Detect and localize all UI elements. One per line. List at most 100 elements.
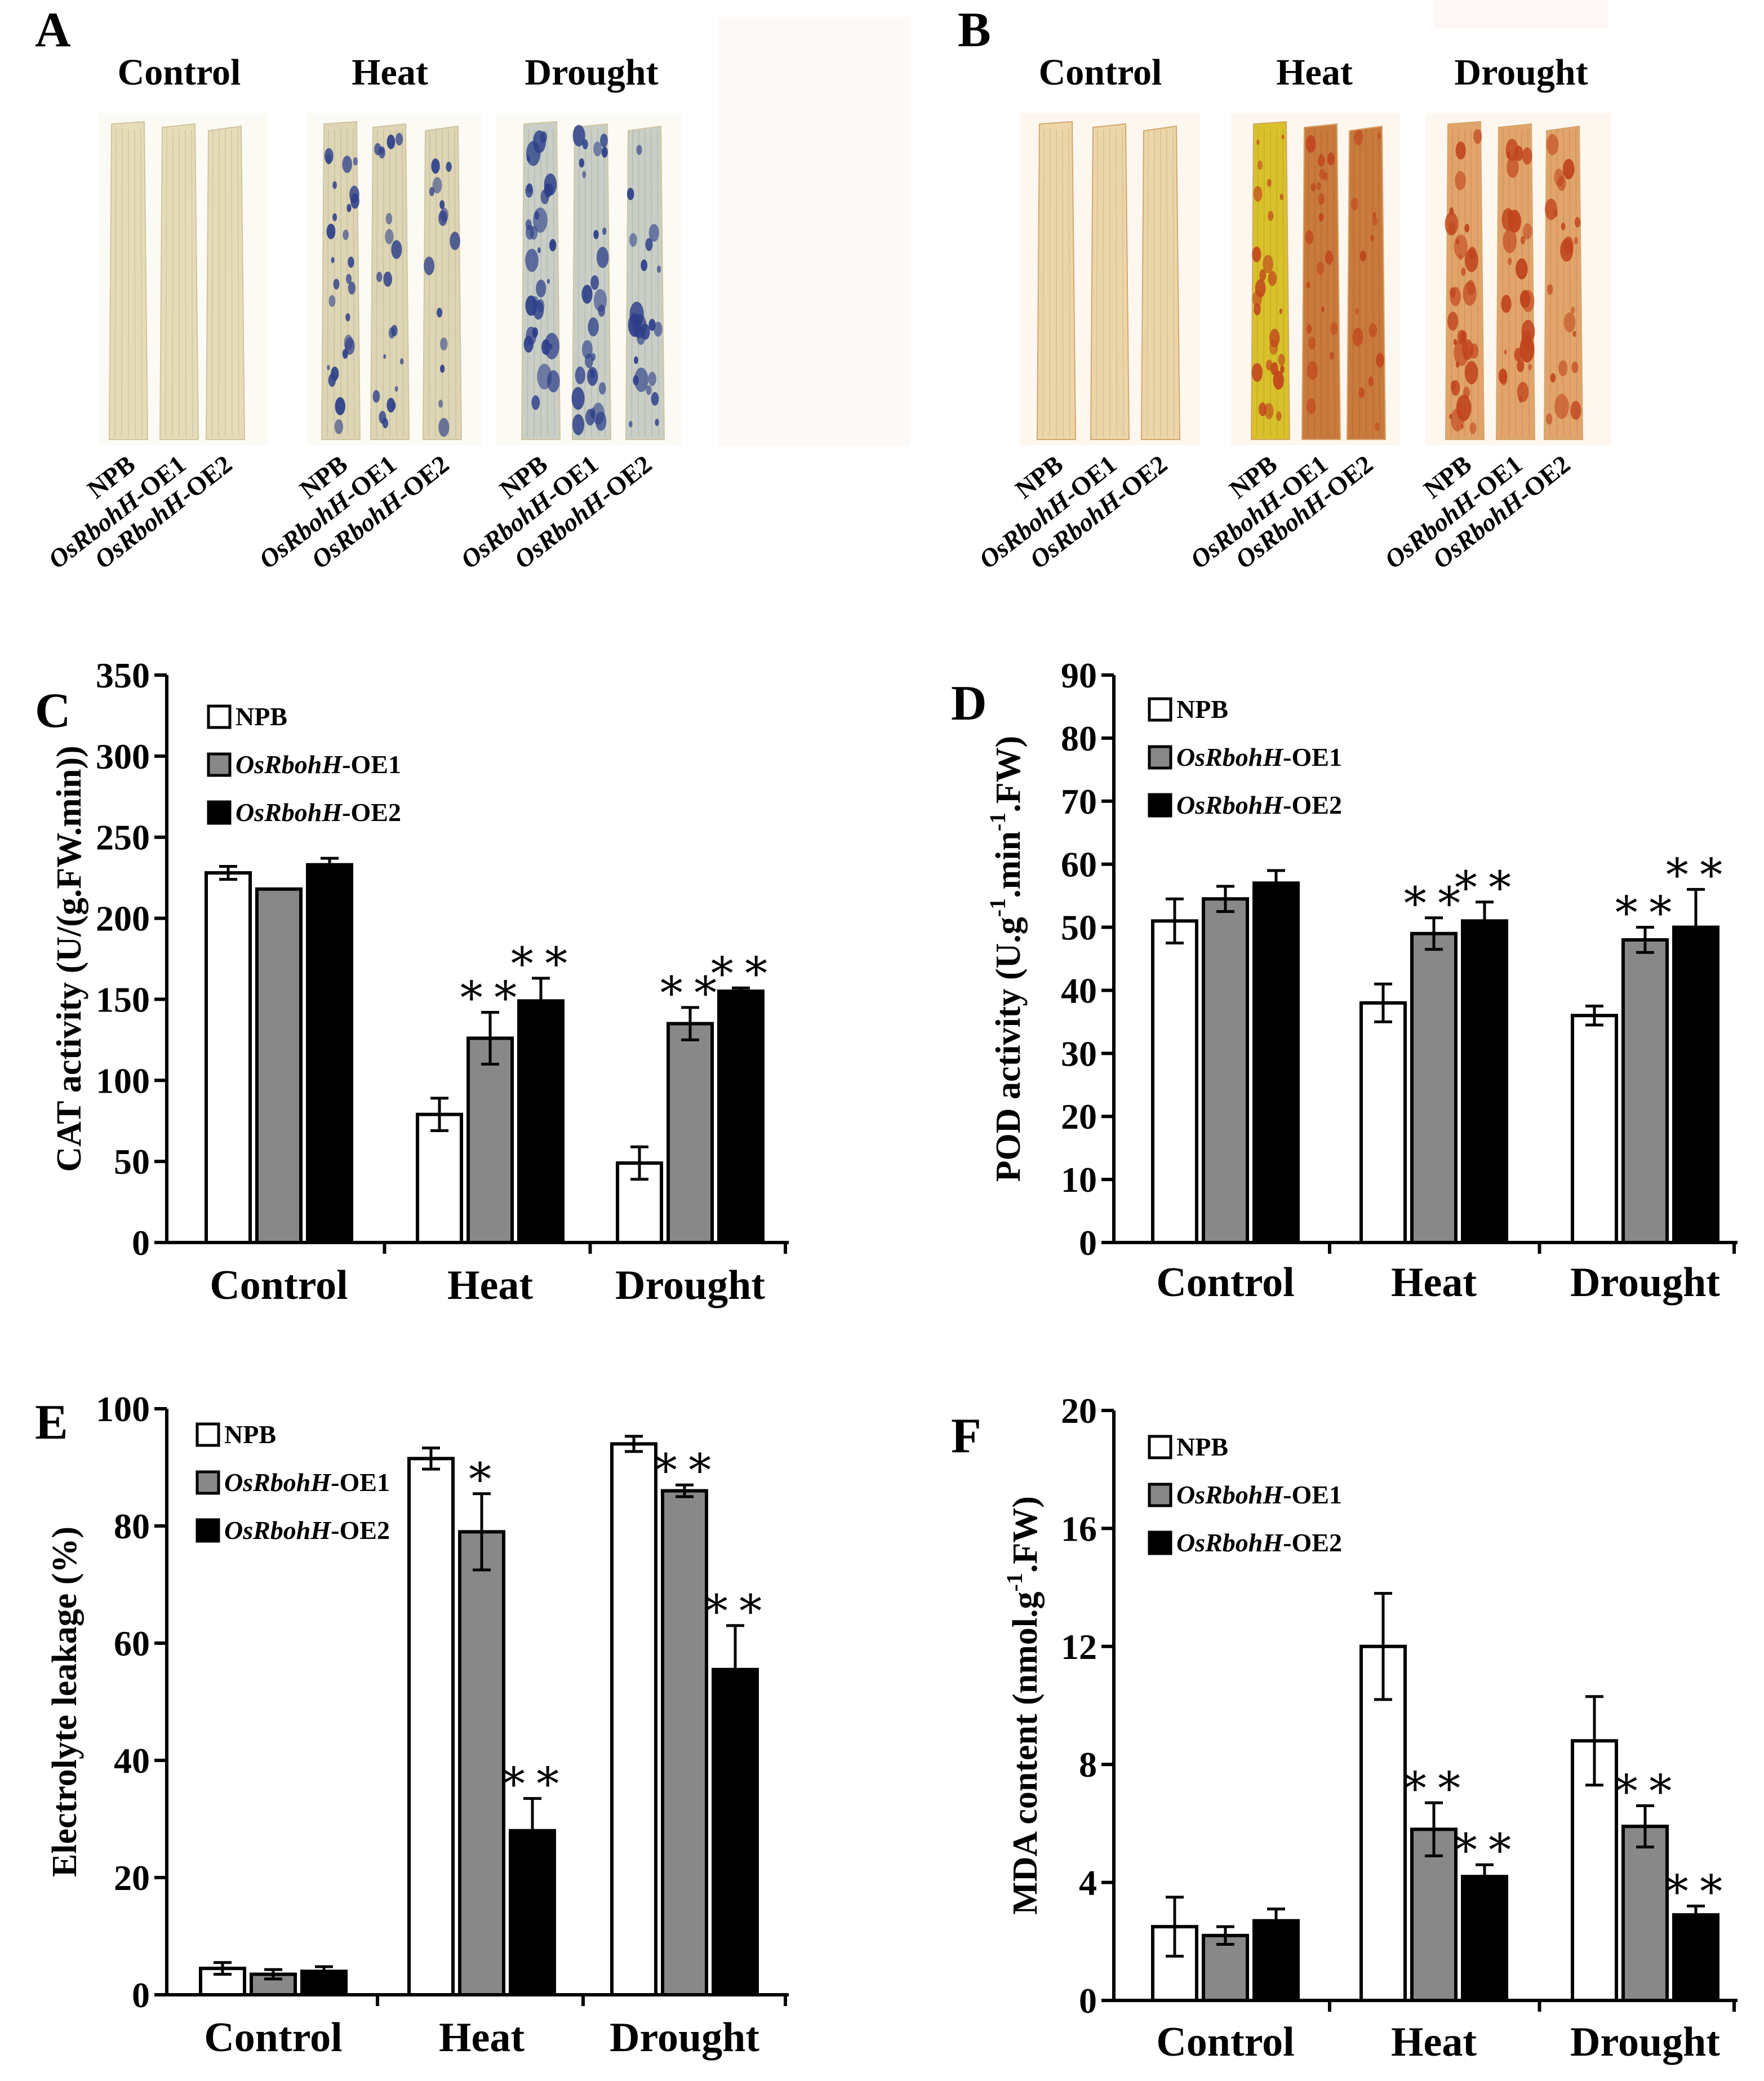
stain-spot [1374, 422, 1380, 431]
stain-spot [440, 337, 448, 351]
bar [1461, 1875, 1508, 2002]
legend-swatch [207, 752, 232, 777]
stain-spot [332, 181, 337, 189]
stain-spot [385, 229, 394, 245]
stain-spot [1501, 208, 1515, 231]
y-tick-label: 40 [1061, 970, 1097, 1010]
stain-spot [1280, 365, 1285, 374]
y-axis-label: POD activity (U.g-1.min-1.FW) [985, 736, 1028, 1182]
leaf-vein [1352, 129, 1354, 437]
y-tick-label: 80 [114, 1506, 150, 1546]
stain-spot [1521, 330, 1532, 349]
significance-mark: ∗∗ [1400, 1755, 1468, 1805]
stain-spot [525, 249, 539, 272]
blank-photo-area [1434, 0, 1609, 28]
leaf-vein [1042, 129, 1045, 437]
legend-label: NPB [1176, 1432, 1228, 1461]
significance-mark: ∗∗ [1662, 1858, 1730, 1908]
bar [300, 1969, 348, 1996]
stain-spot [544, 332, 559, 360]
stain-spot [531, 395, 540, 410]
stain-spot [1264, 402, 1274, 419]
stain-spot [532, 327, 538, 338]
y-tick-label: 50 [114, 1142, 150, 1182]
legend-label: OsRbohH-OE2 [236, 798, 401, 827]
leaf-vein [1372, 129, 1374, 437]
leaf-vein [1122, 129, 1124, 437]
leaf-vein [527, 129, 529, 437]
panel-letter-b: B [958, 3, 991, 57]
bar [1359, 1644, 1407, 2003]
stain-spot [1522, 147, 1532, 165]
bar [1202, 897, 1249, 1244]
y-tick-label: 200 [96, 899, 150, 939]
stain-spot [1355, 308, 1359, 315]
bar [250, 1972, 297, 1997]
stain-spot [1563, 312, 1576, 332]
stain-spot [437, 308, 442, 318]
leaf-vein [448, 129, 450, 437]
leaf-image [108, 121, 149, 440]
stain-spot [372, 390, 380, 403]
stain-spot [585, 409, 595, 426]
stain-spot [399, 358, 404, 365]
panel-d-pod-activity-chart: D 0 10 20 30 40 50 60 70 80 90 POD activity (U.g-1.… [951, 655, 1738, 1306]
stain-spot [575, 366, 585, 385]
stain-spot [1445, 212, 1459, 236]
leaf-vein [1068, 129, 1070, 437]
stain-spot [1464, 249, 1478, 272]
stain-spot [588, 317, 599, 337]
stain-spot [544, 173, 557, 196]
stain-spot [450, 232, 460, 250]
y-tick-label: 50 [1061, 908, 1097, 948]
stain-spot [654, 321, 663, 337]
stain-spot [346, 204, 352, 212]
stain-spot [581, 340, 593, 359]
stain-spot [1459, 254, 1463, 261]
panel-c-cat-activity-chart: C 0 50 100 150 200 250 300 350 CAT activity (U/(g… [35, 655, 789, 1308]
stain-spot [385, 213, 393, 225]
stain-spot [581, 285, 593, 304]
leaf-vein [1116, 129, 1117, 437]
stain-spot [1352, 327, 1363, 347]
stain-spot [1460, 330, 1467, 343]
stain-spot [537, 247, 541, 254]
leaf-vein [454, 129, 456, 437]
stain-spot [1252, 246, 1261, 263]
stain-spot [1278, 353, 1285, 366]
leaf-vein [1327, 129, 1328, 437]
stain-spot [532, 300, 544, 320]
bar [1151, 919, 1198, 1245]
stain-spot [432, 177, 442, 194]
stain-spot [1507, 258, 1512, 265]
bar [1621, 1825, 1669, 2002]
stain-spot [1574, 217, 1581, 228]
stain-spot [438, 400, 443, 408]
stain-spot [391, 401, 396, 410]
stain-spot [346, 273, 352, 284]
stain-spot [533, 207, 548, 233]
stain-spot [424, 256, 435, 276]
leaf-vein [402, 129, 404, 437]
stain-spot [634, 356, 638, 364]
panel-letter-c: C [35, 684, 71, 738]
leaf-vein [1359, 129, 1361, 437]
stain-spot [1574, 237, 1578, 245]
stain-spot [1330, 322, 1338, 335]
stain-spot [1263, 255, 1274, 273]
leaf-vein [1103, 129, 1104, 437]
stain-spot [345, 313, 350, 322]
y-tick-label: 0 [132, 1975, 150, 2015]
significance-mark: ∗∗ [507, 931, 575, 980]
stain-spot [1451, 380, 1456, 390]
bar [1359, 1001, 1407, 1245]
stain-spot [1450, 287, 1461, 307]
stain-spot [526, 225, 534, 240]
group-title: Control [1039, 52, 1162, 93]
legend-label: OsRbohH-OE2 [1176, 791, 1342, 819]
legend-swatch [1148, 1483, 1172, 1507]
stain-spot [1554, 393, 1569, 419]
stain-spot [1545, 413, 1553, 425]
